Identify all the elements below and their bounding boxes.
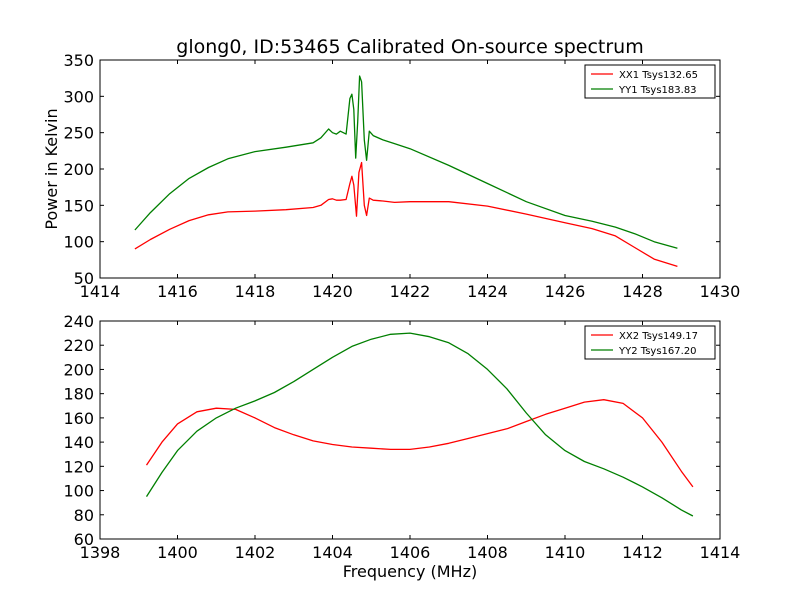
chart2-ytick-label: 100 — [63, 482, 94, 501]
chart1-xtick-label: 1416 — [157, 282, 198, 301]
chart1-ytick-label: 300 — [63, 87, 94, 106]
chart1-ytick-label: 250 — [63, 124, 94, 143]
chart2-ytick-label: 120 — [63, 457, 94, 476]
chart2-ytick-label: 60 — [74, 530, 94, 549]
chart2-legend-label-2: YY2 Tsys167.20 — [618, 346, 697, 357]
chart2-xtick-label: 1414 — [700, 543, 741, 562]
chart1-ytick-label: 50 — [74, 269, 94, 288]
chart1-series-line-1 — [134, 161, 678, 268]
chart2-ytick-label: 220 — [63, 336, 94, 355]
chart1-ytick-label: 350 — [63, 51, 94, 70]
chart2-ytick-label: 160 — [63, 409, 94, 428]
chart2-ytick-label: 200 — [63, 360, 94, 379]
chart2-xtick-label: 1410 — [545, 543, 586, 562]
chart2-xtick-label: 1402 — [235, 543, 276, 562]
chart2-xtick-label: 1412 — [622, 543, 663, 562]
chart1-xtick-label: 1430 — [700, 282, 741, 301]
chart1-xtick-label: 1422 — [390, 282, 431, 301]
chart1-legend-label-1: XX1 Tsys132.65 — [619, 70, 698, 81]
chart1-xtick-label: 1428 — [622, 282, 663, 301]
chart2-series-line-2 — [145, 332, 694, 517]
chart2-xlabel: Frequency (MHz) — [343, 562, 477, 581]
chart2: 1398 1400 1402 1404 1406 1408 1410 1412 1414 60 80… — [63, 312, 740, 581]
chart2-ytick-label: 80 — [74, 506, 94, 525]
chart2-xtick-label: 1400 — [157, 543, 198, 562]
chart1-xtick-label: 1424 — [467, 282, 508, 301]
chart2-xtick-label: 1406 — [390, 543, 431, 562]
chart1-xtick-label: 1418 — [235, 282, 276, 301]
chart1-xtick-label: 1414 — [80, 282, 121, 301]
chart1-series-line-2 — [134, 75, 678, 249]
chart1-legend-box — [584, 64, 716, 99]
chart2-ytick-label: 240 — [63, 312, 94, 331]
chart1-legend: XX1 Tsys132.65 YY1 Tsys183.83 — [584, 64, 716, 99]
chart2-xtick-label: 1398 — [80, 543, 121, 562]
chart2-legend-box — [584, 325, 716, 360]
chart1-xtick-label: 1420 — [312, 282, 353, 301]
chart1-ytick-label: 100 — [63, 233, 94, 252]
chart2-xtick-label: 1404 — [312, 543, 353, 562]
chart2-ytick-label: 180 — [63, 385, 94, 404]
chart2-legend-label-1: XX2 Tsys149.17 — [619, 331, 698, 342]
chart1-ytick-label: 150 — [63, 196, 94, 215]
chart2-ytick-label: 140 — [63, 433, 94, 452]
chart1: 1414 1416 1418 1420 1422 1424 1426 1428 1430 50 10… — [42, 36, 740, 301]
chart1-legend-label-2: YY1 Tsys183.83 — [618, 85, 697, 96]
chart1-ylabel: Power in Kelvin — [42, 108, 61, 229]
chart2-legend: XX2 Tsys149.17 YY2 Tsys167.20 — [584, 325, 716, 360]
chart1-xtick-label: 1426 — [545, 282, 586, 301]
chart1-title: glong0, ID:53465 Calibrated On-source sp… — [176, 36, 643, 58]
chart2-xtick-label: 1408 — [467, 543, 508, 562]
chart1-ytick-label: 200 — [63, 160, 94, 179]
